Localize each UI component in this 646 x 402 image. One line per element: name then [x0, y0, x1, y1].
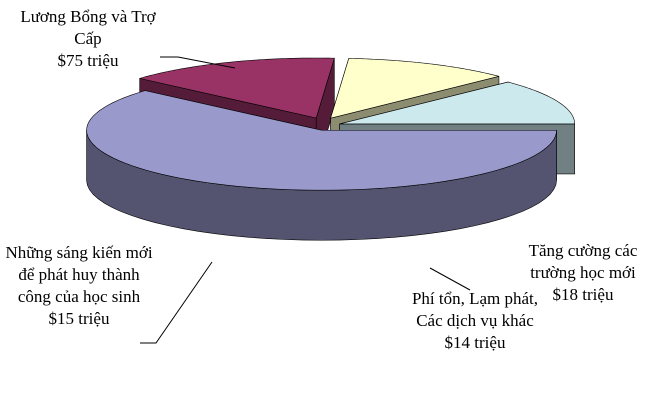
- slice-label: Tăng cường các trường học mới $18 triệu: [520, 240, 646, 306]
- category-label: Lương Bổng và Trợ Cấp: [20, 7, 156, 48]
- category-label: Những sáng kiến mới để phát huy thành cô…: [5, 243, 153, 306]
- value-label: $15 triệu: [48, 309, 110, 328]
- value-label: $14 triệu: [444, 333, 506, 352]
- category-label: Tăng cường các trường học mới: [528, 241, 638, 282]
- leader-line: [140, 261, 213, 344]
- slice-label: Những sáng kiến mới để phát huy thành cô…: [4, 242, 154, 330]
- slice-top: [330, 58, 500, 119]
- label-box: Tăng cường các trường học mới $18 triệu: [520, 240, 646, 306]
- value-label: $18 triệu: [552, 285, 614, 304]
- pie: [86, 57, 575, 241]
- category-label: Phí tổn, Lạm phát, Các dịch vụ khác: [411, 289, 539, 330]
- slice-label: Lương Bổng và Trợ Cấp $75 triệu: [8, 6, 168, 72]
- label-box: Lương Bổng và Trợ Cấp $75 triệu: [8, 6, 168, 72]
- slice-top: [86, 90, 557, 191]
- slice: [86, 90, 557, 241]
- leader-lines: [140, 56, 471, 344]
- label-box: Những sáng kiến mới để phát huy thành cô…: [4, 242, 154, 330]
- leader-line: [160, 56, 236, 69]
- value-label: $75 triệu: [57, 51, 119, 70]
- slice-label: Phí tổn, Lạm phát, Các dịch vụ khác $14 t…: [400, 288, 550, 354]
- leader-line: [429, 267, 471, 291]
- slice-top: [339, 81, 575, 125]
- slice-top: [139, 57, 335, 119]
- label-box: Phí tổn, Lạm phát, Các dịch vụ khác $14 t…: [400, 288, 550, 354]
